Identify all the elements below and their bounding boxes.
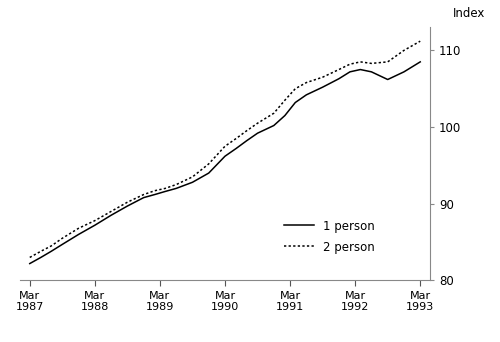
2 person (152, 189, 158, 193)
2 person (162, 186, 168, 190)
2 person (124, 200, 130, 204)
2 person (48, 244, 54, 248)
1 person (60, 242, 66, 247)
2 person (401, 48, 407, 52)
1 person (152, 193, 158, 197)
1 person (320, 85, 326, 89)
2 person (282, 98, 288, 102)
1 person (368, 70, 374, 74)
2 person (222, 144, 228, 148)
2 person (244, 129, 250, 133)
1 person (336, 77, 342, 81)
1 person (206, 171, 212, 175)
2 person (108, 209, 114, 213)
1 person (162, 189, 168, 194)
2 person (140, 193, 146, 197)
1 person (417, 60, 423, 64)
Text: Index: Index (452, 8, 485, 21)
Line: 2 person: 2 person (30, 41, 420, 258)
1 person (347, 70, 353, 74)
2 person (304, 80, 310, 84)
1 person (304, 93, 310, 97)
2 person (27, 255, 33, 260)
1 person (401, 70, 407, 74)
1 person (48, 249, 54, 253)
2 person (358, 60, 364, 64)
2 person (320, 75, 326, 79)
1 person (271, 123, 277, 128)
2 person (38, 249, 44, 253)
1 person (76, 232, 82, 236)
1 person (233, 146, 239, 150)
1 person (27, 262, 33, 266)
Line: 1 person: 1 person (30, 62, 420, 264)
1 person (282, 114, 288, 118)
1 person (384, 77, 390, 81)
1 person (190, 180, 196, 184)
1 person (173, 186, 179, 190)
2 person (384, 60, 390, 64)
2 person (92, 219, 98, 223)
Legend: 1 person, 2 person: 1 person, 2 person (284, 220, 375, 254)
1 person (244, 139, 250, 143)
1 person (292, 101, 298, 105)
1 person (222, 154, 228, 158)
2 person (292, 87, 298, 91)
1 person (140, 196, 146, 200)
2 person (368, 61, 374, 65)
2 person (173, 183, 179, 187)
1 person (254, 131, 260, 135)
2 person (233, 136, 239, 141)
1 person (92, 223, 98, 227)
1 person (358, 67, 364, 71)
2 person (190, 175, 196, 179)
2 person (417, 39, 423, 43)
2 person (254, 121, 260, 125)
2 person (60, 236, 66, 240)
1 person (124, 204, 130, 208)
2 person (76, 226, 82, 231)
2 person (347, 62, 353, 66)
1 person (38, 255, 44, 260)
1 person (108, 213, 114, 217)
2 person (206, 162, 212, 166)
2 person (336, 67, 342, 71)
2 person (271, 111, 277, 115)
